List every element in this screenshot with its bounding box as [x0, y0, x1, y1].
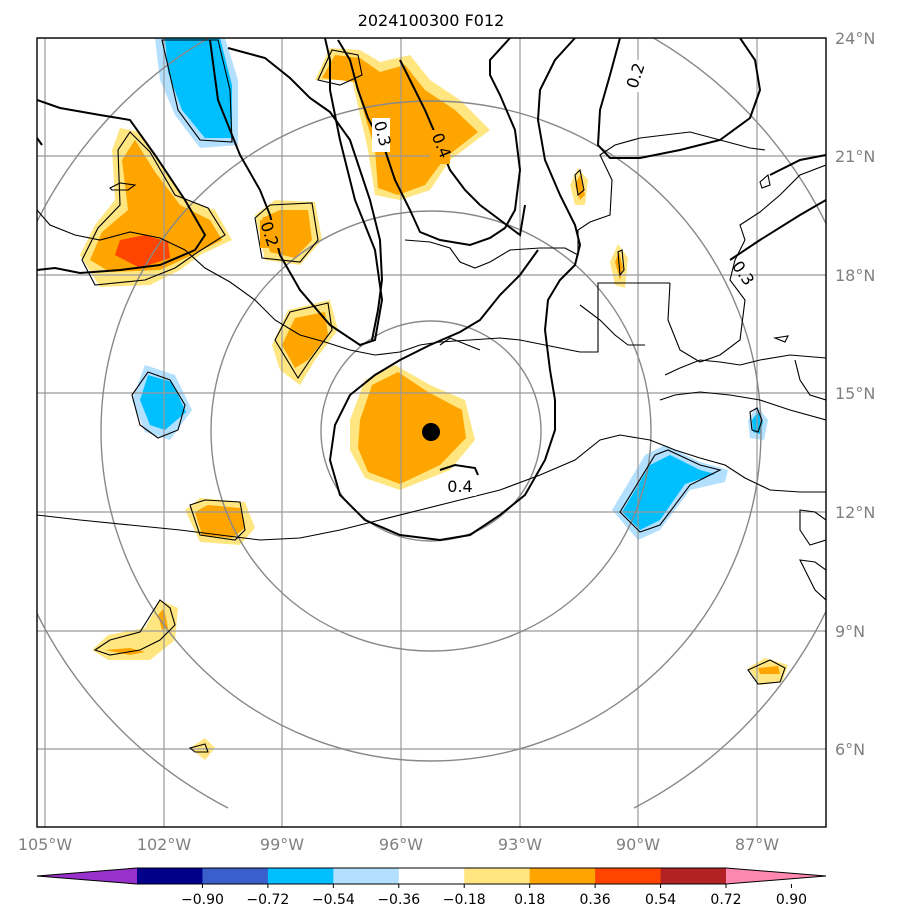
lon-tick-label: 93°W	[498, 835, 542, 854]
longitude-labels: 105°W 102°W 99°W 96°W 93°W 90°W 87°W	[18, 835, 779, 854]
shade-strong-core	[115, 235, 170, 268]
coastlines	[37, 39, 826, 753]
lon-tick-label: 102°W	[137, 835, 192, 854]
shade-negative-core	[622, 455, 715, 530]
shade-positive-core	[105, 648, 145, 655]
lon-tick-label: 96°W	[379, 835, 423, 854]
storm-center-marker	[422, 423, 440, 441]
colorbar-tick-label: −0.18	[443, 892, 486, 908]
shade-positive-core	[282, 312, 328, 368]
contour-labels: 0.2 0.3 0.4 0.2 0.4 0.3	[257, 60, 758, 496]
colorbar-segment	[333, 868, 400, 884]
colorbar-tick-label: −0.36	[377, 892, 420, 908]
colorbar-tick-label: −0.54	[312, 892, 355, 908]
colorbar-tick-label: 0.54	[645, 892, 676, 908]
colorbar-tick-label: 0.18	[514, 892, 545, 908]
lat-tick-label: 6°N	[835, 740, 865, 759]
contour-label: 0.4	[447, 477, 472, 496]
colorbar-tick-label: 0.36	[580, 892, 611, 908]
colorbar-segment	[529, 868, 596, 884]
map-frame	[36, 37, 827, 828]
colorbar-segment	[660, 868, 727, 884]
lat-tick-label: 21°N	[835, 147, 875, 166]
colorbar-segment	[137, 868, 203, 884]
lat-tick-label: 9°N	[835, 622, 865, 641]
shade-positive-core	[358, 372, 466, 484]
map-area: 0.2 0.3 0.4 0.2 0.4 0.3	[37, 38, 826, 827]
lon-tick-label: 105°W	[18, 835, 73, 854]
colorbar-segment	[202, 868, 269, 884]
latitude-labels: 6°N 9°N 12°N 15°N 18°N 21°N 24°N	[835, 29, 875, 759]
colorbar-extend-high	[726, 868, 826, 884]
lon-tick-label: 99°W	[260, 835, 304, 854]
colorbar-segment	[595, 868, 662, 884]
shade-positive-core	[195, 505, 245, 538]
colorbar-tick-label: −0.90	[181, 892, 224, 908]
lon-tick-label: 87°W	[735, 835, 779, 854]
lat-tick-label: 24°N	[835, 29, 875, 48]
shade-negative-core	[140, 375, 186, 430]
colorbar-segment	[398, 868, 465, 884]
contour-lines	[37, 38, 826, 542]
colorbar-tick-label: −0.72	[246, 892, 289, 908]
lat-tick-label: 18°N	[835, 266, 875, 285]
colorbar-segment	[464, 868, 531, 884]
lat-tick-label: 15°N	[835, 384, 875, 403]
colorbar-tick-label: 0.90	[776, 892, 807, 908]
colorbar: −0.90 −0.72 −0.54 −0.36 −0.18 0.18 0.36 0.54 0.7…	[36, 867, 827, 908]
lon-tick-label: 90°W	[616, 835, 660, 854]
range-rings	[37, 38, 826, 809]
colorbar-outline	[36, 867, 827, 885]
colorbar-extend-low	[37, 868, 137, 884]
shade-negative-core	[165, 38, 232, 138]
shade-positive-core	[575, 175, 585, 200]
lat-tick-label: 12°N	[835, 503, 875, 522]
map-title: 2024100300 F012	[358, 11, 505, 30]
shade-positive-core	[758, 666, 780, 674]
shade-positive-core	[90, 140, 222, 272]
colorbar-segment	[267, 868, 334, 884]
colorbar-tick-label: 0.72	[710, 892, 741, 908]
shade-positive-core	[158, 608, 168, 630]
